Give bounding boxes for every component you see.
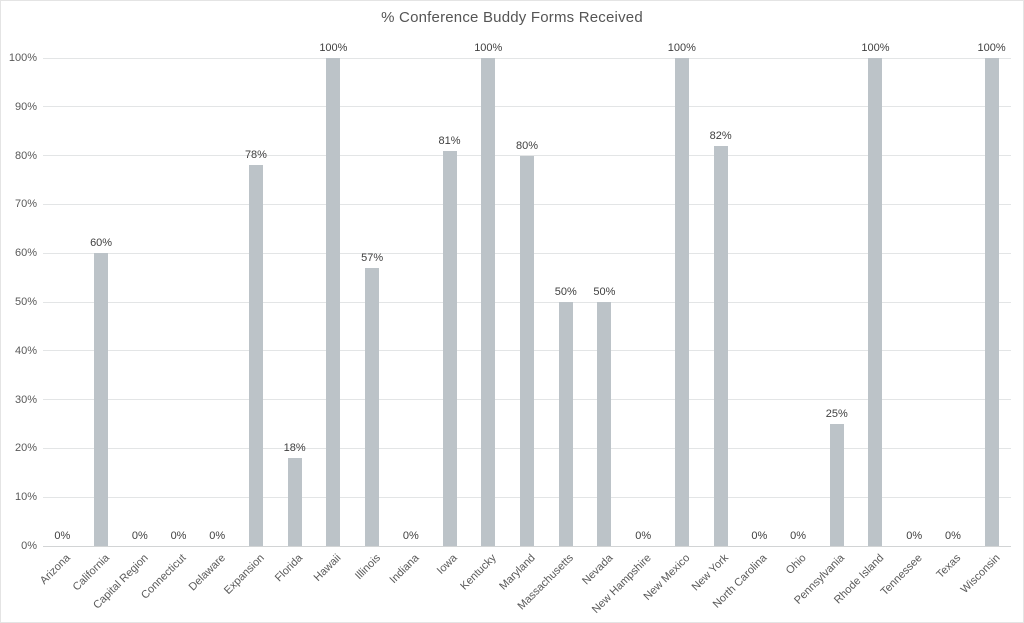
data-label: 0%: [790, 530, 806, 542]
data-label: 100%: [861, 42, 890, 54]
bar-massachusetts: [558, 302, 573, 546]
bar-new-york: [713, 145, 728, 546]
data-label: 80%: [515, 139, 539, 152]
data-label: 0%: [906, 530, 923, 542]
bar-wisconsin: [984, 58, 999, 546]
data-label: 78%: [244, 149, 267, 162]
bar-florida: [287, 458, 302, 546]
y-axis-tick-label: 0%: [21, 540, 37, 552]
bar-maryland: [520, 155, 534, 546]
bar-california: [94, 253, 109, 546]
gridline: [43, 57, 1011, 59]
y-axis-tick-label: 100%: [8, 52, 37, 64]
bar-iowa: [442, 150, 457, 546]
y-axis-tick-label: 80%: [14, 149, 37, 162]
y-axis-tick-label: 50%: [14, 296, 37, 308]
y-axis-tick-label: 30%: [14, 393, 37, 406]
data-label: 50%: [593, 286, 616, 298]
data-label: 25%: [825, 408, 848, 420]
x-axis-tick-label: Wisconsin: [834, 552, 1002, 596]
data-label: 0%: [944, 530, 961, 542]
bar-new-mexico: [674, 58, 689, 546]
bar-expansion: [248, 165, 263, 546]
data-label: 100%: [977, 42, 1006, 54]
data-label: 0%: [54, 530, 71, 542]
bar-hawaii: [326, 58, 341, 546]
x-axis-line: [43, 545, 1011, 547]
data-label: 0%: [209, 530, 226, 542]
data-label: 60%: [90, 237, 113, 250]
y-axis-tick-label: 20%: [14, 442, 37, 455]
y-axis-tick-label: 70%: [14, 198, 37, 211]
data-label: 81%: [438, 134, 461, 147]
data-label: 100%: [667, 42, 696, 54]
data-label: 100%: [319, 42, 348, 54]
data-label: 0%: [635, 530, 652, 542]
chart-title: % Conference Buddy Forms Received: [381, 9, 643, 26]
bar-illinois: [365, 267, 380, 546]
y-axis-tick-label: 10%: [14, 491, 37, 504]
y-axis-tick-label: 40%: [14, 344, 37, 357]
gridline: [43, 106, 1011, 108]
y-axis-tick-label: 90%: [14, 100, 37, 113]
bar-pennsylvania: [829, 424, 844, 546]
data-label: 0%: [751, 530, 768, 542]
data-label: 0%: [131, 530, 148, 542]
data-label: 50%: [554, 286, 577, 298]
x-axis-tick-text: Wisconsin: [958, 552, 1003, 596]
data-label: 100%: [474, 42, 503, 54]
data-label: 0%: [170, 530, 187, 542]
bar-rhode-island: [868, 58, 883, 546]
data-label: 18%: [283, 442, 306, 455]
y-axis-tick-label: 60%: [14, 247, 37, 260]
data-label: 82%: [709, 129, 732, 142]
data-label: 57%: [361, 251, 384, 264]
data-label: 0%: [402, 530, 419, 542]
bar-kentucky: [481, 58, 496, 546]
bar-nevada: [597, 302, 612, 546]
